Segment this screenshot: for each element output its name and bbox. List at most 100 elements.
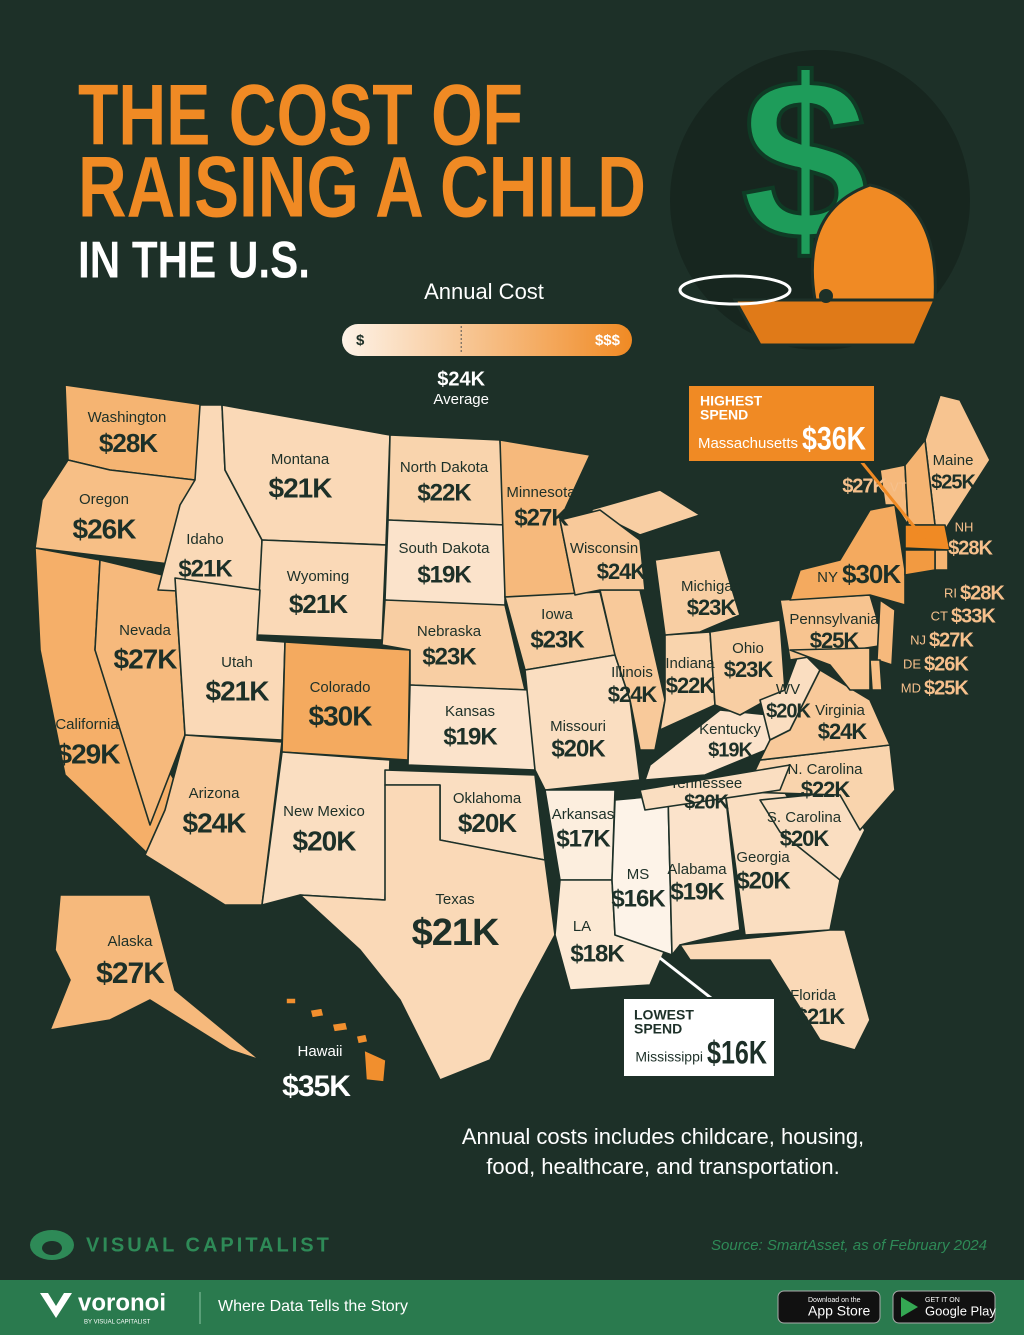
state-name: Wisconsin: [570, 540, 638, 557]
state-name: Nebraska: [417, 623, 482, 640]
store-small: Download on the: [808, 1297, 861, 1304]
state-shape: [285, 997, 387, 1083]
state-name: WV: [776, 681, 800, 698]
callout-heading: SPEND: [634, 1021, 682, 1037]
callout-state: Mississippi: [635, 1049, 703, 1065]
state-shape: [639, 764, 791, 811]
state-name: Montana: [271, 451, 330, 468]
state-value: $24K: [818, 719, 868, 744]
state-shape: [904, 524, 951, 551]
state-name: Virginia: [815, 702, 865, 719]
state-name: New Mexico: [283, 803, 365, 820]
state-value: $26K: [924, 653, 969, 675]
state-name: Arkansas: [552, 806, 615, 823]
state-value: $27K: [929, 629, 974, 651]
state-shape: [789, 647, 871, 691]
state-value: $17K: [556, 825, 611, 852]
state-shape: [934, 549, 949, 571]
title-line: THE COST OF: [78, 68, 523, 164]
state-value: $19K: [708, 739, 753, 761]
state-name: Idaho: [186, 531, 224, 548]
legend-low: $: [356, 332, 365, 349]
state-shape: [759, 669, 891, 761]
state-value: $24K: [608, 682, 658, 707]
state-value: $22K: [666, 673, 716, 698]
state-value: $21K: [206, 675, 270, 706]
state-value: $27K: [514, 504, 569, 531]
highest-callout: HIGHEST SPEND Massachusetts $36K: [687, 384, 927, 541]
state-value: $33K: [951, 605, 996, 627]
state-value: $25K: [810, 628, 860, 653]
google-play-button[interactable]: [892, 1290, 996, 1324]
state-shape: [659, 631, 716, 731]
state-value: $20K: [736, 867, 791, 894]
state-value: $23K: [422, 643, 477, 670]
state-name: CT: [931, 608, 948, 623]
state-name: Utah: [221, 654, 253, 671]
state-name: Washington: [88, 409, 167, 426]
app-name: voronoi: [78, 1289, 166, 1316]
state-value: $20K: [458, 808, 517, 838]
state-value: $20K: [766, 700, 811, 722]
source: Source: SmartAsset, as of February 2024: [711, 1237, 987, 1254]
state-name: Ohio: [732, 640, 764, 657]
lowest-callout: LOWEST SPEND Mississippi $16K: [622, 956, 776, 1078]
state-name: NY: [817, 569, 838, 586]
map: Washington $28K Oregon $26K California $29K Ne…: [34, 384, 1006, 1103]
state-value: $27K: [114, 643, 178, 674]
app-store-button[interactable]: [777, 1290, 881, 1324]
callout-state: Massachusetts: [698, 435, 798, 452]
state-name: Minnesota: [506, 484, 576, 501]
legend-title: Annual Cost: [424, 279, 544, 304]
state-name: Oregon: [79, 491, 129, 508]
state-value: $27K: [96, 957, 165, 990]
callout-heading: SPEND: [700, 407, 748, 423]
state-value: $21K: [412, 912, 500, 954]
state-value: $35K: [282, 1070, 351, 1103]
state-value: $19K: [670, 878, 725, 905]
state-value: $30K: [309, 700, 373, 731]
state-name: Hawaii: [297, 1043, 342, 1060]
legend-high: $$$: [595, 332, 621, 349]
state-name: Illinois: [611, 664, 653, 681]
state-name: California: [55, 716, 119, 733]
note: Annual costs includes childcare, housing…: [462, 1124, 864, 1149]
state-name: Wyoming: [287, 568, 349, 585]
state-name: Tennessee: [670, 775, 743, 792]
state-value: $29K: [57, 738, 121, 769]
state-value: $22K: [417, 479, 472, 506]
state-name: Alabama: [667, 861, 727, 878]
subtitle: IN THE U.S.: [78, 232, 310, 290]
app-logo: [40, 1293, 72, 1318]
state-name: Nevada: [119, 622, 171, 639]
state-value: $28K: [948, 537, 993, 559]
state-name: Missouri: [550, 718, 606, 735]
state-value: $23K: [687, 595, 737, 620]
state-name: Oklahoma: [453, 790, 522, 807]
note: food, healthcare, and transportation.: [486, 1154, 839, 1179]
state-value: $21K: [289, 589, 348, 619]
state-name: Arizona: [189, 785, 241, 802]
state-name: N. Carolina: [787, 761, 863, 778]
state-name: Texas: [435, 891, 474, 908]
state-shape: [876, 599, 896, 666]
callout-heading: HIGHEST: [700, 393, 763, 409]
state-value: $18K: [570, 940, 625, 967]
state-value: $22K: [801, 777, 851, 802]
state-value: $23K: [530, 626, 585, 653]
state-name: Kansas: [445, 703, 495, 720]
state-name: DE: [903, 656, 921, 671]
dollar-icon: $: [670, 29, 970, 350]
state-name: Indiana: [665, 655, 715, 672]
callout-value: $36K: [802, 420, 866, 456]
state-name: NH: [955, 519, 974, 534]
state-name: S. Carolina: [767, 809, 842, 826]
state-value: $21K: [178, 555, 233, 582]
legend-gradient: [342, 324, 632, 356]
callout-heading: LOWEST: [634, 1007, 694, 1023]
state-value: $20K: [293, 825, 357, 856]
state-shape: [599, 589, 666, 751]
state-value: $24K: [597, 559, 647, 584]
tagline: Where Data Tells the Story: [218, 1298, 408, 1315]
